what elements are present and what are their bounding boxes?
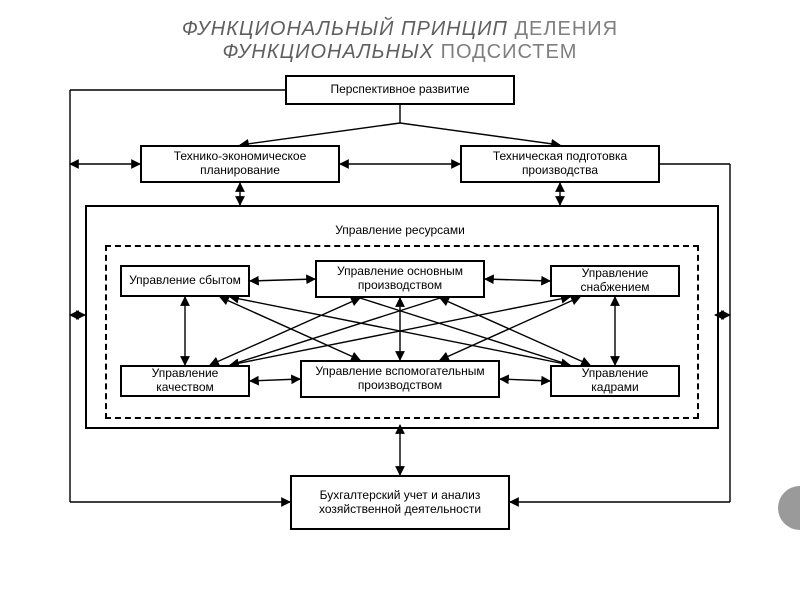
- node-tech-econ-planning: Технико-экономическое планирование: [140, 145, 340, 183]
- title-emph-1: Функциональный принцип: [182, 18, 508, 40]
- title-emph-2: функциональных: [223, 41, 435, 63]
- node-perspective-dev: Перспективное развитие: [285, 75, 515, 105]
- node-main-production-mgmt: Управление основным производством: [315, 260, 485, 298]
- page-title: Функциональный принцип деления функциона…: [40, 18, 760, 64]
- slide-decor-circle: [778, 486, 800, 530]
- node-supply-mgmt: Управление снабжением: [550, 265, 680, 297]
- node-sales-mgmt: Управление сбытом: [120, 265, 250, 297]
- diagram-canvas: Перспективное развитие Технико-экономиче…: [60, 75, 740, 575]
- title-text-1: деления: [508, 18, 618, 40]
- node-aux-production-mgmt: Управление вспомогательным производством: [300, 360, 500, 398]
- node-accounting: Бухгалтерский учет и анализ хозяйственно…: [290, 475, 510, 530]
- resources-label: Управление ресурсами: [300, 223, 500, 237]
- node-hr-mgmt: Управление кадрами: [550, 365, 680, 397]
- node-quality-mgmt: Управление качеством: [120, 365, 250, 397]
- node-tech-preparation: Техническая подготовка производства: [460, 145, 660, 183]
- title-text-2: подсистем: [434, 41, 577, 63]
